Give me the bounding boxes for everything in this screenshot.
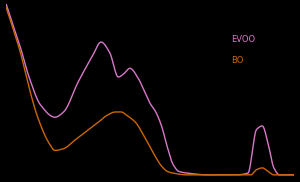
Text: BO: BO — [231, 56, 243, 65]
Text: EVOO: EVOO — [231, 35, 255, 44]
